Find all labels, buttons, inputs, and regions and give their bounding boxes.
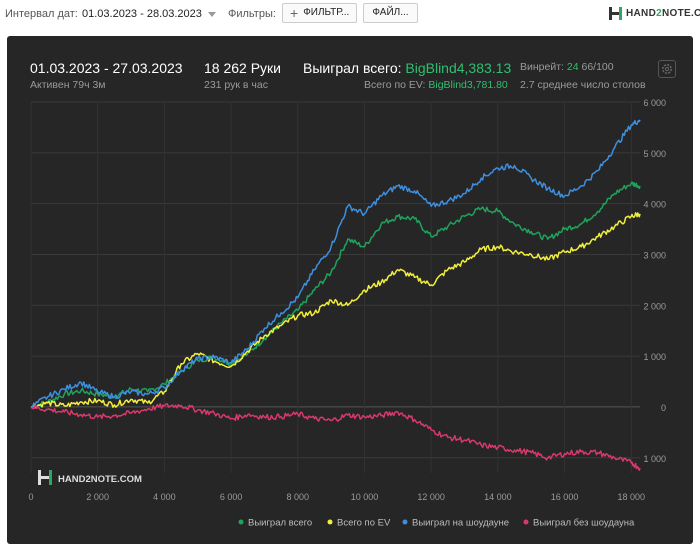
- winrate-value: 24: [566, 61, 579, 73]
- y-tick-label: 6 000: [643, 98, 666, 108]
- x-tick-label: 12 000: [417, 492, 445, 502]
- logo-text-two: 2: [656, 8, 662, 19]
- filters-label: Фильтры:: [228, 8, 276, 20]
- y-tick-label: 2 000: [643, 301, 666, 311]
- settings-button[interactable]: [658, 60, 676, 78]
- x-tick-label: 8 000: [287, 492, 310, 502]
- stats-winrate: Винрейт: 24 66/100: [520, 61, 614, 73]
- gear-icon: [662, 64, 672, 74]
- legend-marker: [238, 519, 244, 525]
- stats-active-time: Активен 79ч 3м: [30, 79, 106, 91]
- watermark-text: HAND2NOTE.COM: [58, 474, 142, 485]
- legend-marker: [327, 519, 333, 525]
- file-button[interactable]: ФАЙЛ...: [363, 3, 418, 23]
- stats-ev-total: Всего по EV: BigBlind3,781.80: [364, 79, 508, 91]
- x-tick-label: 2 000: [86, 492, 109, 502]
- x-tick-label: 16 000: [551, 492, 579, 502]
- stats-hands: 18 262 Руки: [204, 60, 281, 76]
- y-tick-label: 5 000: [643, 149, 666, 159]
- legend-label: Выиграл без шоудауна: [533, 518, 635, 529]
- y-tick-label: 3 000: [643, 250, 666, 260]
- watermark: HAND2NOTE.COM: [38, 470, 142, 485]
- filter-button-label: ФИЛЬТР...: [303, 7, 350, 18]
- filter-button[interactable]: + ФИЛЬТР...: [282, 3, 357, 23]
- winrate-suffix: 66/100: [581, 61, 614, 73]
- series-line-1: [31, 212, 641, 409]
- chart-legend: Выиграл всего Всего по EV Выиграл на шоуда…: [238, 518, 635, 529]
- x-tick-label: 18 000: [617, 492, 645, 502]
- legend-marker: [402, 519, 408, 525]
- legend-label: Выиграл всего: [248, 518, 312, 529]
- graph-panel: 01.03.2023 - 27.03.2023 Активен 79ч 3м 1…: [7, 36, 693, 544]
- series-line-0: [30, 181, 641, 409]
- stats-period: 01.03.2023 - 27.03.2023: [30, 60, 183, 76]
- x-tick-label: 6 000: [220, 492, 243, 502]
- series-line-3: [30, 403, 641, 471]
- legend-label: Выиграл на шоудауне: [412, 518, 509, 529]
- x-axis-ticks: 0 2 000 4 000 6 000 8 000 10 000 12 000 14 000 1…: [28, 492, 645, 502]
- y-axis-ticks: 6 000 5 000 4 000 3 000 2 000 1 000 0 1 000: [643, 98, 666, 464]
- x-tick-label: 0: [28, 492, 33, 502]
- date-range-value: 01.03.2023 - 28.03.2023: [82, 8, 202, 20]
- date-interval-label: Интервал дат:: [5, 8, 78, 20]
- winrate-label: Винрейт:: [520, 61, 564, 73]
- y-tick-label: 4 000: [643, 200, 666, 210]
- x-tick-label: 10 000: [351, 492, 379, 502]
- date-range-select[interactable]: 01.03.2023 - 28.03.2023: [82, 5, 216, 23]
- won-total-value: BigBlind4,383.13: [405, 60, 512, 76]
- file-button-label: ФАЙЛ...: [372, 7, 409, 18]
- stats-won-total: Выиграл всего: BigBlind4,383.13: [303, 60, 511, 76]
- toolbar: Интервал дат: 01.03.2023 - 28.03.2023 Фи…: [0, 0, 700, 30]
- chart-series: [30, 119, 641, 471]
- hand2note-logo-icon: [609, 7, 622, 20]
- series-line-2: [30, 119, 641, 409]
- chevron-down-icon: [207, 11, 216, 17]
- stats-tables: 2.7 среднее число столов: [520, 79, 646, 91]
- logo-text-hand: HAND: [626, 8, 657, 19]
- legend-marker: [523, 519, 529, 525]
- ev-value: BigBlind3,781.80: [428, 79, 508, 91]
- x-tick-label: 4 000: [153, 492, 176, 502]
- logo-text-note: NOTE.COM: [661, 8, 700, 19]
- logo: HAND2NOTE.COM: [608, 6, 700, 21]
- legend-label: Всего по EV: [337, 518, 391, 529]
- stats-hands-per-hour: 231 рук в час: [204, 79, 268, 91]
- y-tick-label: 1 000: [643, 454, 666, 464]
- y-tick-label: 1 000: [643, 352, 666, 362]
- won-total-label: Выиграл всего:: [303, 60, 402, 76]
- ev-label: Всего по EV:: [364, 79, 426, 91]
- plus-icon: +: [290, 5, 299, 21]
- x-tick-label: 14 000: [484, 492, 512, 502]
- y-tick-label: 0: [661, 403, 666, 413]
